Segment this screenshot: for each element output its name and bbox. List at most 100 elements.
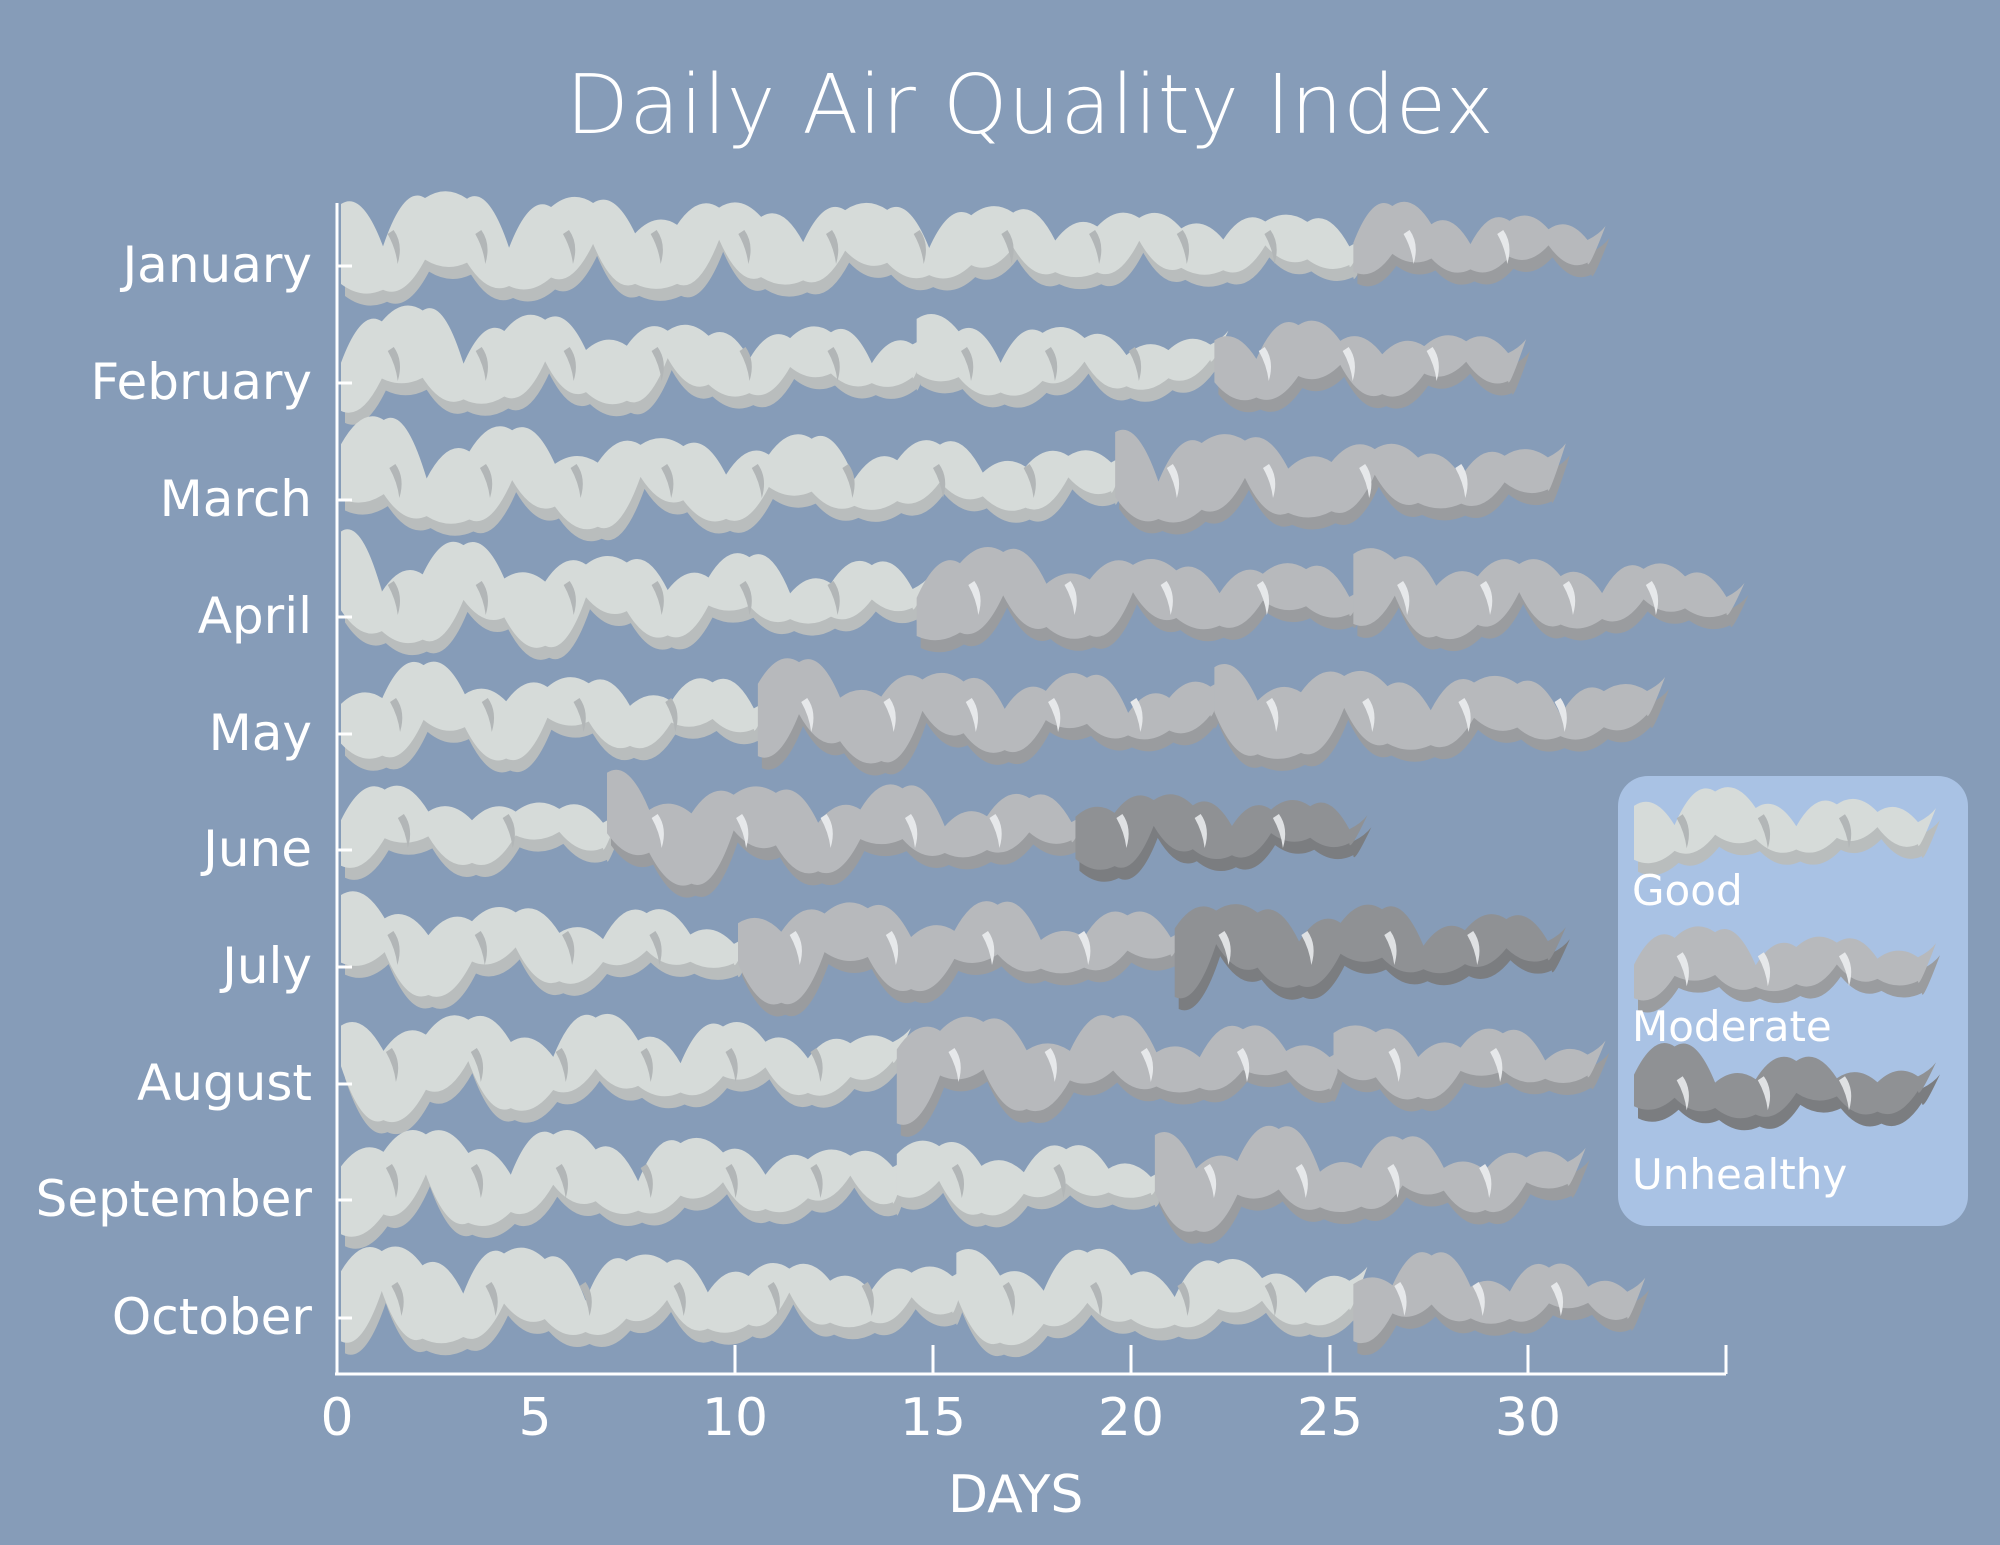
plume-good: [896, 1140, 1169, 1216]
plume-streak: [1838, 814, 1852, 849]
plume-streak: [989, 814, 1002, 848]
y-label-june: June: [203, 820, 312, 878]
plume-streak: [965, 698, 979, 732]
row-may: [341, 658, 1670, 776]
row-february: [341, 305, 1531, 425]
x-tick-10: 10: [701, 1388, 769, 1448]
plume-streak: [385, 1048, 399, 1082]
plume-streak: [391, 1282, 404, 1316]
plume-streak: [1554, 698, 1567, 732]
plume-streak: [968, 581, 981, 615]
x-tick-20: 20: [1097, 1388, 1165, 1448]
plume-streak: [502, 814, 515, 848]
plume-streak: [640, 1164, 653, 1198]
plume-good: [341, 1013, 911, 1123]
plume-moderate: [606, 768, 1090, 886]
plume-streak: [767, 1282, 780, 1316]
plume-streak: [961, 347, 974, 381]
plume-streak: [1757, 1076, 1771, 1111]
plume-streak: [1838, 952, 1852, 987]
chart-title: Daily Air Quality Index: [565, 58, 1495, 153]
plume-streak: [1676, 1076, 1689, 1111]
y-label-january: January: [122, 236, 312, 294]
plume-good: [341, 191, 1368, 294]
plume-good: [341, 1129, 911, 1237]
plume-streak: [1194, 814, 1207, 848]
plume-streak: [1467, 931, 1480, 965]
plume-streak: [1116, 814, 1129, 848]
plume-streak: [485, 1282, 498, 1316]
plume-streak: [1001, 230, 1014, 264]
plume-streak: [570, 464, 583, 498]
plume-streak: [738, 230, 751, 264]
plume-streak: [1130, 698, 1143, 732]
plume-streak: [661, 464, 674, 498]
plume-streak: [1359, 464, 1372, 498]
plume-streak: [475, 347, 488, 381]
plume-streak: [387, 931, 400, 965]
plume-streak: [1258, 347, 1272, 381]
plume-streak: [1266, 698, 1279, 732]
x-tick-5: 5: [518, 1388, 552, 1448]
y-tick-marks: [337, 264, 352, 1320]
plume-streak: [665, 698, 678, 732]
plume-moderate: [757, 658, 1229, 764]
plume-streak: [1757, 952, 1771, 987]
plume-streak: [801, 698, 814, 732]
plume-streak: [827, 347, 840, 381]
legend-label-moderate: Moderate: [1632, 1002, 1832, 1051]
plume-moderate: [916, 547, 1368, 641]
plume-streak: [1053, 1164, 1066, 1198]
plume-streak: [1089, 230, 1102, 264]
plume-good: [341, 305, 931, 413]
plume-streak: [1301, 931, 1314, 965]
plume-moderate: [1353, 1252, 1646, 1344]
x-tick-marks: [733, 1345, 1728, 1374]
plume-streak: [650, 230, 663, 264]
plume-good: [341, 527, 931, 648]
plume-streak: [387, 581, 401, 615]
plume-streak: [1342, 347, 1355, 381]
plume-streak: [1426, 347, 1439, 381]
plume-good: [341, 416, 1130, 530]
plume-streak: [885, 931, 899, 965]
plume-streak: [1256, 581, 1270, 615]
y-label-may: May: [208, 704, 312, 762]
x-tick-0: 0: [320, 1388, 354, 1448]
plume-streak: [1023, 464, 1036, 498]
x-axis-title: DAYS: [948, 1465, 1084, 1525]
plume-streak: [905, 814, 918, 848]
plume-streak: [1044, 347, 1058, 381]
plume-streak: [842, 464, 855, 498]
plume-streak: [883, 698, 896, 732]
plume-streak: [1645, 581, 1659, 615]
plume-streak: [1490, 1048, 1503, 1082]
plume-streak: [397, 814, 411, 848]
legend-swatch-good: [1634, 787, 1940, 876]
plume-streak: [725, 1048, 738, 1082]
plume-streak: [1403, 230, 1416, 264]
plume-streak: [1262, 464, 1276, 498]
plume-streak: [1384, 931, 1397, 965]
plume-streak: [1128, 347, 1142, 381]
plume-moderate: [896, 1015, 1348, 1125]
y-label-march: March: [159, 470, 312, 528]
plume-streak: [1048, 698, 1061, 732]
axes: [335, 203, 1728, 1376]
plume-good: [956, 1248, 1368, 1346]
row-march: [341, 416, 1570, 542]
plume-moderate: [1353, 201, 1606, 275]
legend-swatch-moderate: [1634, 926, 1940, 1013]
plume-streak: [1455, 464, 1468, 498]
y-label-february: February: [90, 353, 312, 411]
plume-good: [341, 891, 752, 997]
plume-good: [341, 785, 621, 868]
x-tick-25: 25: [1296, 1388, 1364, 1448]
plume-streak: [1387, 1164, 1400, 1198]
row-july: [341, 891, 1570, 1017]
plume-streak: [1236, 1048, 1250, 1082]
plume-streak: [1676, 952, 1689, 987]
plume-streak: [651, 347, 664, 381]
plume-streak: [470, 1164, 484, 1198]
